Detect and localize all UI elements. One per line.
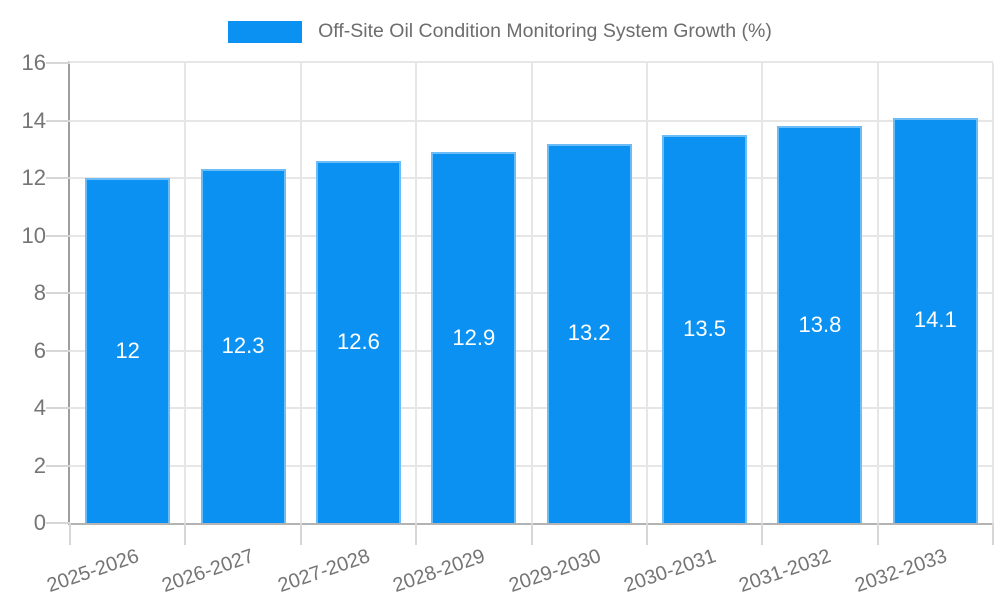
- bar: 12.9: [431, 152, 517, 523]
- gridline-vertical: [299, 63, 302, 523]
- y-tick-label: 12: [21, 165, 46, 190]
- x-tick-mark: [299, 523, 302, 545]
- legend-swatch: [228, 20, 303, 43]
- x-tick-label: 2026-2027: [159, 545, 258, 597]
- bar: 13.5: [662, 134, 748, 523]
- bar: 13.2: [546, 143, 632, 523]
- y-tick-mark: [46, 407, 70, 409]
- x-tick-label: 2025-2026: [44, 545, 142, 597]
- gridline-vertical: [992, 63, 994, 523]
- x-tick-mark: [761, 523, 764, 545]
- plot-area: 12 12.3 12.6 12.9 13.2 13.5 13.8 14.1: [46, 61, 994, 545]
- y-tick-label: 14: [21, 107, 46, 133]
- bar: 13.8: [777, 126, 863, 523]
- gridline-vertical: [645, 63, 648, 523]
- x-tick-label: 2030-2031: [621, 545, 719, 597]
- x-tick-mark: [415, 523, 418, 545]
- y-tick-mark: [46, 177, 70, 179]
- x-tick-mark: [992, 523, 994, 545]
- chart-legend: Off-Site Oil Condition Monitoring System…: [0, 20, 1000, 43]
- bar: 12.3: [200, 169, 286, 523]
- bar: 14.1: [892, 117, 978, 523]
- y-tick-label: 2: [33, 452, 46, 478]
- x-tick-label: 2028-2029: [390, 545, 488, 597]
- y-tick-mark: [46, 522, 70, 524]
- y-tick-mark: [46, 119, 70, 122]
- x-tick-mark: [69, 523, 71, 545]
- y-tick-mark: [46, 234, 70, 237]
- x-tick-mark: [876, 523, 879, 545]
- bar: 12.6: [315, 160, 401, 523]
- x-tick-mark: [184, 523, 187, 545]
- bar-value-label: 13.8: [798, 311, 842, 337]
- y-tick-label: 10: [21, 222, 46, 248]
- bar-value-label: 13.2: [567, 320, 611, 346]
- bar-value-label: 12: [115, 337, 140, 363]
- y-tick-mark: [46, 292, 70, 294]
- bar: 12: [85, 178, 171, 523]
- x-tick-label: 2032-2033: [851, 545, 950, 597]
- gridline-vertical: [761, 63, 764, 523]
- y-tick-mark: [46, 62, 70, 64]
- y-tick-label: 6: [33, 337, 46, 363]
- gridline-vertical: [530, 63, 533, 523]
- bar-value-label: 14.1: [913, 307, 957, 333]
- y-tick-mark: [46, 349, 70, 352]
- gridline-vertical: [876, 63, 879, 523]
- y-axis-labels: 0 2 4 6 8 10 12 14 16: [0, 51, 46, 535]
- gridline-vertical: [184, 63, 187, 523]
- x-tick-mark: [530, 523, 533, 545]
- bar-value-label: 12.6: [337, 328, 380, 354]
- bar-value-label: 13.5: [683, 315, 726, 341]
- y-tick-label: 0: [33, 510, 46, 535]
- bar-value-label: 12.3: [221, 333, 265, 359]
- x-tick-label: 2031-2032: [736, 545, 835, 597]
- x-tick-label: 2029-2030: [505, 545, 604, 597]
- legend-label: Off-Site Oil Condition Monitoring System…: [318, 20, 772, 42]
- y-tick-label: 4: [33, 395, 46, 420]
- bar-value-label: 12.9: [452, 324, 496, 350]
- x-tick-label: 2027-2028: [274, 545, 373, 597]
- y-tick-mark: [46, 464, 70, 467]
- x-tick-mark: [645, 523, 648, 545]
- x-axis-labels: 2025-2026 2026-2027 2027-2028 2028-2029 2029…: [44, 545, 996, 600]
- y-tick-label: 16: [21, 50, 46, 75]
- gridline-vertical: [415, 63, 418, 523]
- y-tick-label: 8: [33, 280, 46, 305]
